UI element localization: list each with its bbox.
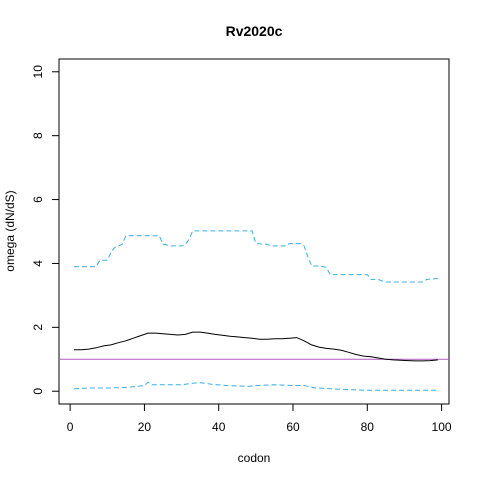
omega-estimate-line: [73, 331, 438, 362]
chart-title: Rv2020c: [226, 23, 283, 39]
upper-bound-line: [73, 230, 438, 283]
x-tick-label: 20: [138, 420, 152, 434]
x-tick-label: 100: [432, 420, 452, 434]
x-tick-label: 40: [212, 420, 226, 434]
x-tick-label: 0: [67, 420, 74, 434]
x-axis: 0 20 40 60 80 100: [67, 403, 452, 434]
series-layer: [73, 230, 438, 391]
y-axis: 0 2 4 6 8 10: [31, 65, 60, 395]
y-tick-label: 10: [31, 65, 45, 79]
y-tick-label: 0: [31, 388, 45, 395]
y-tick-label: 2: [31, 324, 45, 331]
y-tick-label: 8: [31, 132, 45, 139]
x-tick-label: 60: [286, 420, 300, 434]
y-tick-label: 4: [31, 260, 45, 267]
y-tick-label: 6: [31, 196, 45, 203]
y-axis-label: omega (dN/dS): [3, 190, 17, 271]
x-tick-label: 80: [361, 420, 375, 434]
lower-bound-line: [73, 381, 438, 391]
x-axis-label: codon: [238, 451, 271, 465]
